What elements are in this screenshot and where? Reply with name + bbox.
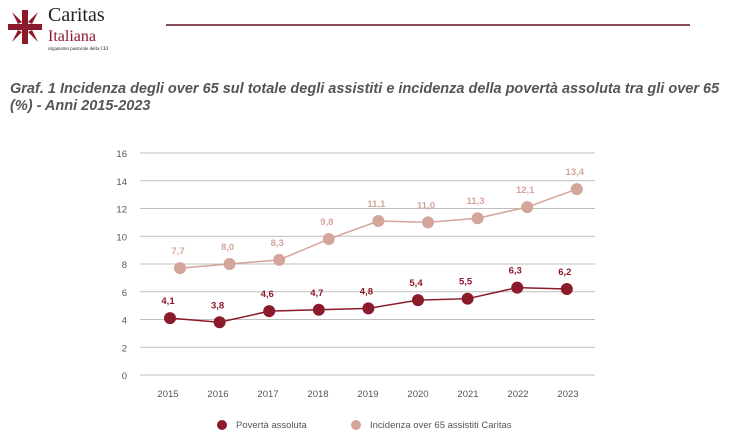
- x-tick-label: 2016: [207, 389, 228, 400]
- data-label: 3,8: [211, 300, 224, 311]
- x-tick-label: 2017: [257, 389, 278, 400]
- data-label: 4,6: [261, 289, 274, 300]
- y-tick-label: 10: [116, 232, 127, 243]
- logo-text-italiana: Italiana: [48, 28, 96, 45]
- data-point: [521, 201, 534, 214]
- data-point: [174, 262, 186, 275]
- data-label: 5,4: [409, 278, 423, 289]
- data-point: [560, 282, 573, 295]
- data-point: [223, 258, 236, 270]
- x-tick-label: 2015: [157, 389, 178, 400]
- data-label: 11,0: [417, 200, 435, 211]
- data-point: [322, 233, 335, 246]
- data-label: 12,1: [516, 185, 535, 196]
- data-label: 9,8: [320, 217, 333, 228]
- data-point: [511, 281, 524, 294]
- data-label: 7,7: [171, 246, 184, 257]
- data-point: [273, 253, 286, 266]
- chart-title: Graf. 1 Incidenza degli over 65 sul tota…: [10, 81, 720, 114]
- data-point: [213, 316, 226, 329]
- data-label: 4,8: [360, 286, 373, 297]
- data-point: [412, 294, 424, 307]
- y-tick-label: 4: [122, 316, 127, 327]
- data-label: 8,3: [271, 238, 284, 249]
- data-label: 8,0: [221, 242, 234, 253]
- data-point: [263, 305, 276, 318]
- data-label: 4,1: [161, 296, 175, 307]
- logo-text-subtitle: organismo pastorale della CEI: [48, 47, 109, 52]
- data-label: 11,1: [367, 199, 386, 210]
- data-label: 11,3: [467, 196, 485, 207]
- x-tick-label: 2018: [307, 389, 328, 400]
- data-label: 6,3: [509, 266, 522, 277]
- data-label: 5,5: [459, 277, 473, 288]
- data-point: [372, 214, 385, 227]
- data-label: 4,7: [310, 288, 323, 299]
- data-point: [312, 303, 325, 316]
- data-point: [570, 183, 583, 196]
- y-tick-label: 6: [122, 288, 127, 299]
- y-tick-label: 12: [116, 205, 127, 216]
- data-label: 6,2: [558, 267, 571, 278]
- legend-marker: [351, 420, 361, 430]
- header-divider: [166, 24, 690, 26]
- data-point: [164, 312, 176, 325]
- y-tick-label: 14: [116, 177, 127, 188]
- data-label: 13,4: [566, 167, 585, 178]
- y-tick-label: 0: [122, 371, 127, 382]
- x-tick-label: 2021: [457, 389, 478, 400]
- data-point: [471, 212, 484, 225]
- y-tick-label: 2: [122, 343, 127, 354]
- data-point: [461, 292, 474, 305]
- data-point: [362, 302, 375, 315]
- x-tick-label: 2019: [357, 389, 378, 400]
- x-tick-label: 2023: [557, 389, 578, 400]
- y-tick-label: 8: [122, 260, 127, 271]
- x-tick-label: 2022: [507, 389, 528, 400]
- x-tick-label: 2020: [407, 389, 428, 400]
- legend-label: Incidenza over 65 assistiti Caritas: [370, 420, 512, 431]
- y-tick-label: 16: [116, 149, 127, 160]
- logo-text-caritas: Caritas: [48, 4, 105, 26]
- data-point: [422, 216, 434, 229]
- legend-label: Povertà assoluta: [236, 420, 307, 431]
- legend-marker: [217, 420, 227, 430]
- caritas-logo: Caritas Italiana organismo pastorale del…: [8, 4, 109, 52]
